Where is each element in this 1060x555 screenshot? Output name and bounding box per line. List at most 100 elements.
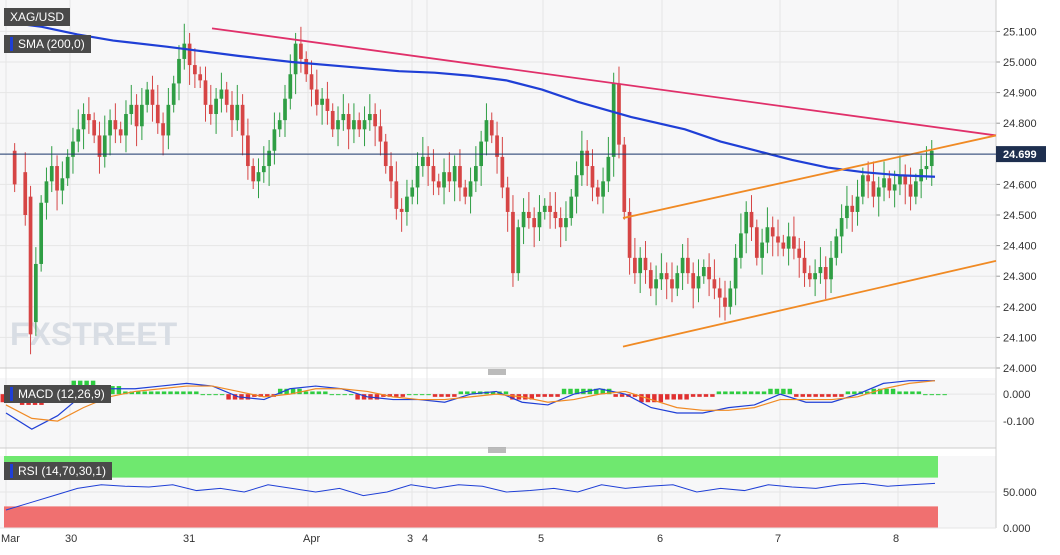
candle-body xyxy=(124,114,128,136)
macd-histogram-bar xyxy=(355,394,360,400)
candle-body xyxy=(754,227,759,258)
macd-histogram-bar xyxy=(258,394,264,397)
candle-body xyxy=(267,150,271,167)
candle-body xyxy=(760,242,764,258)
candle-body xyxy=(330,110,335,130)
candle-body xyxy=(415,166,420,188)
macd-histogram-bar xyxy=(658,394,664,403)
candle-body xyxy=(521,211,526,228)
rsi-line xyxy=(5,482,936,511)
macd-histogram-bar xyxy=(736,391,741,395)
macd-legend-text: MACD (12,26,9) xyxy=(18,387,105,401)
macd-histogram-bar xyxy=(942,394,947,396)
candle-body xyxy=(81,114,86,130)
macd-histogram-bar xyxy=(465,391,470,395)
macd-histogram-bar xyxy=(548,394,554,397)
candle-body xyxy=(712,279,717,289)
rsi-legend[interactable]: RSI (14,70,30,1) xyxy=(4,462,113,480)
candle-body xyxy=(272,129,277,151)
candle-body xyxy=(839,218,844,237)
candle-body xyxy=(129,104,134,115)
macd-histogram-bar xyxy=(665,394,670,400)
y-tick-label: 24.000 xyxy=(1003,363,1037,375)
candle-body xyxy=(166,104,171,136)
macd-histogram-bar xyxy=(161,391,167,395)
candle-body xyxy=(686,257,690,274)
macd-histogram-bar xyxy=(277,388,283,395)
candle-body xyxy=(12,150,17,185)
series-line-0 xyxy=(5,21,936,178)
symbol-label[interactable]: XAG/USD xyxy=(4,8,71,26)
macd-legend[interactable]: MACD (12,26,9) xyxy=(4,385,111,403)
candle-body xyxy=(527,211,531,219)
macd-histogram-bar xyxy=(394,394,399,397)
macd-histogram-bar xyxy=(865,391,870,395)
candle-body xyxy=(723,297,727,307)
candle-body xyxy=(87,114,91,121)
candle-body xyxy=(887,178,892,191)
y-tick-label: 24.800 xyxy=(1003,118,1037,130)
macd-histogram-bar xyxy=(200,394,205,396)
macd-histogram-bar xyxy=(361,394,367,400)
candle-body xyxy=(28,196,33,335)
macd-histogram-bar xyxy=(600,388,605,395)
y-tick-label: 24.900 xyxy=(1003,88,1037,100)
candle-body xyxy=(516,227,521,274)
candle-body xyxy=(876,187,881,197)
macd-histogram-bar xyxy=(336,394,341,396)
candle-body xyxy=(627,211,632,258)
candle-body xyxy=(76,129,81,142)
macd-histogram-bar xyxy=(148,391,154,395)
candle-body xyxy=(426,156,430,167)
macd-histogram-bar xyxy=(174,391,180,395)
candle-body xyxy=(352,120,356,130)
candle-body xyxy=(580,150,584,176)
candle-body xyxy=(378,126,383,142)
macd-histogram-bar xyxy=(232,394,238,400)
candle-body xyxy=(765,227,770,243)
y-tick-label: 25.000 xyxy=(1003,57,1037,69)
macd-histogram-bar xyxy=(413,394,418,396)
candle-body xyxy=(251,166,256,182)
macd-tick-label: 0.000 xyxy=(1003,389,1031,401)
candle-body xyxy=(691,273,696,289)
series-line-2 xyxy=(622,134,997,219)
macd-histogram-bar xyxy=(419,394,425,396)
macd-histogram-bar xyxy=(374,394,380,400)
macd-histogram-bar xyxy=(187,391,193,395)
candle-body xyxy=(420,156,425,167)
macd-histogram-bar xyxy=(471,391,476,395)
candle-body xyxy=(92,120,97,136)
y-tick-label: 24.500 xyxy=(1003,210,1037,222)
macd-histogram-bar xyxy=(690,394,696,397)
candle-body xyxy=(924,166,929,170)
sma-legend[interactable]: SMA (200,0) xyxy=(4,35,91,53)
candle-body xyxy=(357,120,362,130)
candle-body xyxy=(320,98,324,105)
macd-histogram-bar xyxy=(490,391,496,395)
candle-body xyxy=(913,181,918,197)
candle-body xyxy=(797,248,802,258)
macd-histogram-bar xyxy=(826,394,831,397)
candle-body xyxy=(505,187,510,212)
macd-histogram-bar xyxy=(426,394,431,396)
candle-body xyxy=(23,172,28,215)
macd-histogram-bar xyxy=(639,394,644,403)
macd-histogram-bar xyxy=(800,394,805,397)
macd-histogram-bar xyxy=(761,391,767,395)
sma-legend-text: SMA (200,0) xyxy=(18,37,85,51)
candles-group xyxy=(12,23,934,355)
rsi-legend-text: RSI (14,70,30,1) xyxy=(18,464,107,478)
macd-histogram-bar xyxy=(574,388,580,395)
candle-body xyxy=(150,89,155,105)
macd-histogram-bar xyxy=(510,394,515,400)
candle-body xyxy=(39,202,44,264)
macd-histogram-bar xyxy=(555,394,560,397)
macd-histogram-bar xyxy=(742,391,747,395)
macd-histogram-bar xyxy=(677,394,683,400)
macd-histogram-bar xyxy=(400,394,405,397)
macd-histogram-bar xyxy=(387,394,393,397)
candle-body xyxy=(71,141,75,157)
macd-histogram-bar xyxy=(316,391,322,395)
candle-body xyxy=(113,120,118,130)
